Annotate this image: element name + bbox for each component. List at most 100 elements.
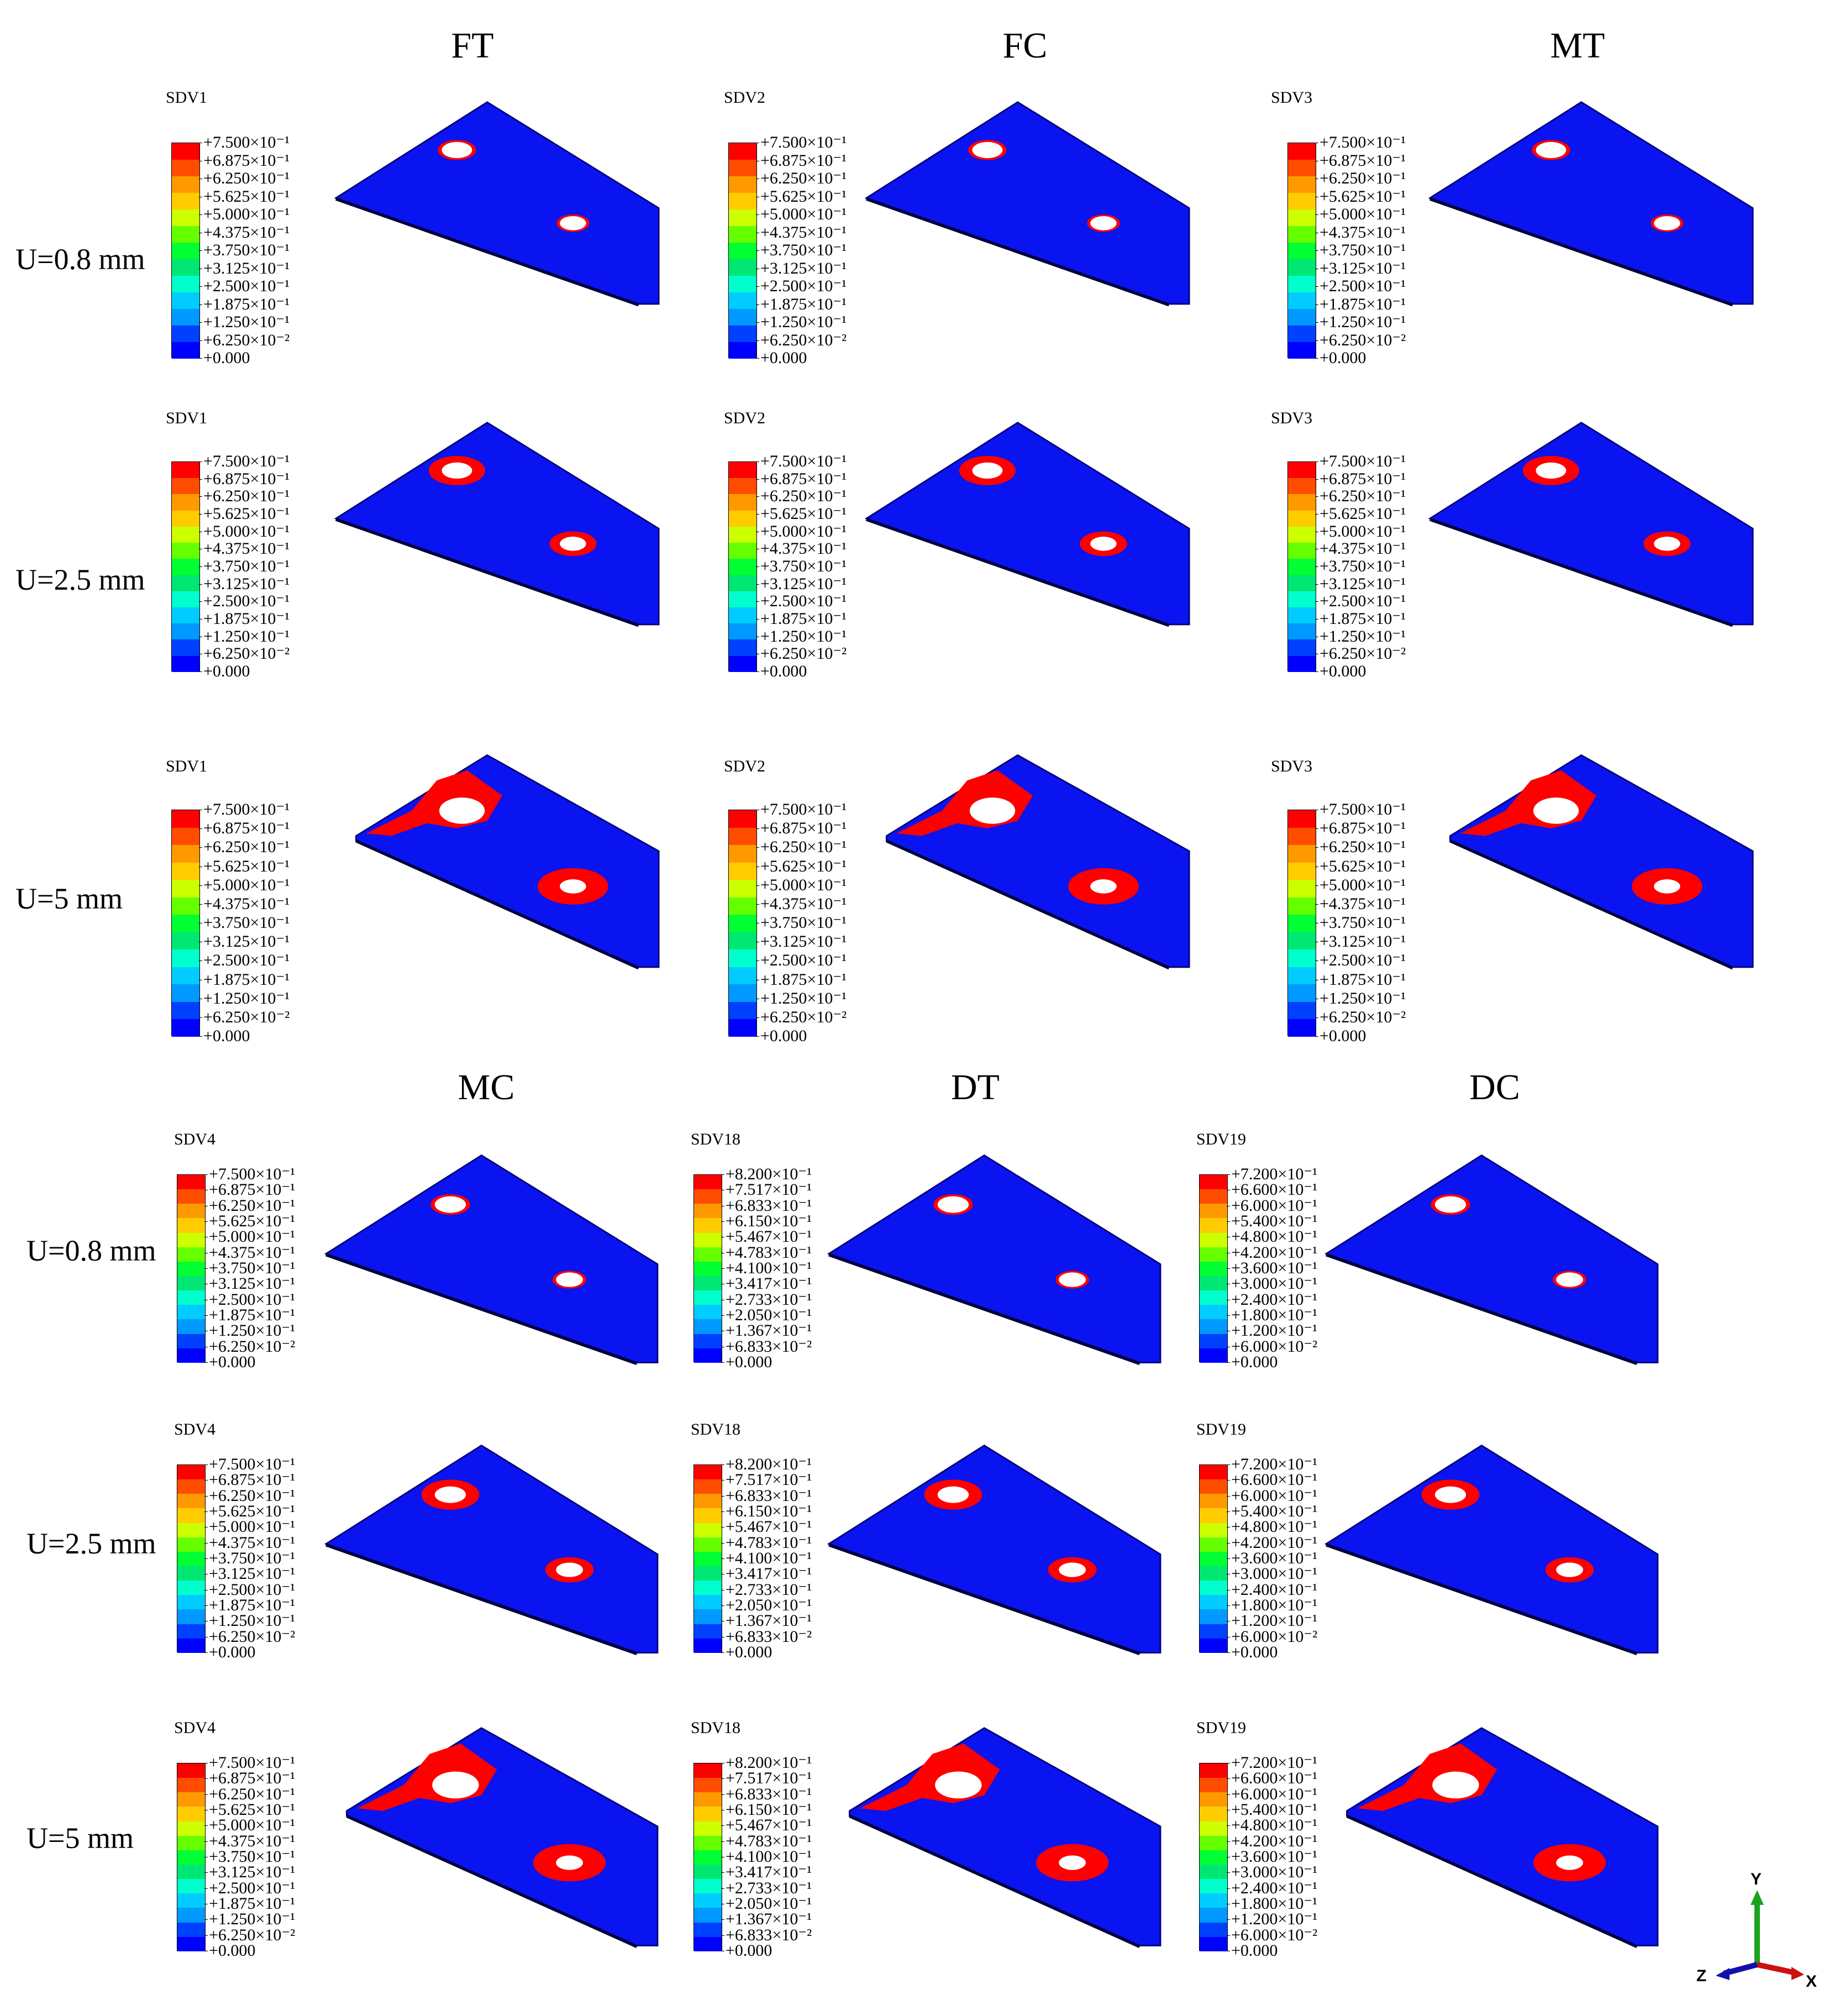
colorbar-swatch <box>1200 1290 1227 1305</box>
upper-hole <box>441 462 472 479</box>
colorbar-tick-label: +3.750×10⁻¹ <box>1315 241 1406 259</box>
row-label-u25-top: U=2.5 mm <box>15 563 145 596</box>
colorbar-swatch <box>172 984 199 1002</box>
colorbar-swatch <box>694 1204 722 1219</box>
colorbar-tick-label: +1.250×10⁻¹ <box>204 1910 296 1929</box>
colorbar-swatch <box>1288 526 1316 543</box>
upper-hole <box>434 1486 466 1503</box>
upper-hole <box>970 797 1016 824</box>
colorbar-swatch <box>1288 543 1316 559</box>
colorbar-swatch <box>694 1275 722 1291</box>
colorbar-tick-label: +3.417×10⁻¹ <box>721 1565 812 1583</box>
z-axis-arrowhead <box>1716 1968 1730 1980</box>
colorbar-tick-label: +6.250×10⁻² <box>198 1007 290 1026</box>
plate-edge <box>1429 518 1733 627</box>
plate-surface <box>864 101 1190 305</box>
colorbar-swatch <box>172 526 199 543</box>
colorbar <box>693 1464 722 1653</box>
colorbar-swatch <box>729 276 756 292</box>
colorbar-tick-label: +4.783×10⁻¹ <box>721 1533 812 1552</box>
colorbar-tick-label: +6.000×10⁻¹ <box>1226 1486 1318 1505</box>
colorbar-swatch <box>729 1001 756 1020</box>
colorbar-tick-label: +6.875×10⁻¹ <box>204 1180 296 1199</box>
colorbar-swatch <box>177 1275 205 1291</box>
colorbar-tick-label: +3.125×10⁻¹ <box>755 574 847 593</box>
lower-hole <box>1059 1272 1086 1287</box>
colorbar-swatch <box>1200 1479 1227 1494</box>
colorbar-swatch <box>177 1922 205 1937</box>
colorbar-swatch <box>1200 1850 1227 1865</box>
colorbar-tick-label: +3.125×10⁻¹ <box>204 1565 296 1583</box>
colorbar <box>1199 1464 1228 1653</box>
colorbar-swatch <box>1200 1638 1227 1653</box>
colorbar-swatch <box>694 1908 722 1923</box>
colorbar-tick-label: +6.875×10⁻¹ <box>198 819 290 838</box>
colorbar-swatch <box>177 1624 205 1639</box>
colorbar-swatch <box>172 193 199 209</box>
colorbar-swatch <box>694 1792 722 1807</box>
colorbar-tick-label: +3.750×10⁻¹ <box>755 241 847 259</box>
colorbar-swatch <box>172 478 199 495</box>
plate-contour <box>355 754 660 970</box>
plate-contour <box>1324 1444 1659 1656</box>
plate-contour <box>827 1154 1161 1366</box>
colorbar-swatch <box>1288 623 1316 640</box>
colorbar-tick-label: +3.417×10⁻¹ <box>721 1863 812 1882</box>
colorbar-tick-label: +4.200×10⁻¹ <box>1226 1831 1318 1850</box>
colorbar-swatch <box>1288 845 1316 863</box>
colorbar-swatch <box>729 810 756 828</box>
colorbar-swatch <box>694 1494 722 1509</box>
colorbar-tick-label: +1.200×10⁻¹ <box>1226 1321 1318 1340</box>
colorbar-swatch <box>694 1247 722 1262</box>
variable-label: SDV3 <box>1271 757 1313 775</box>
colorbar-tick-label: +5.625×10⁻¹ <box>755 505 847 523</box>
colorbar-tick-label: +1.200×10⁻¹ <box>1226 1910 1318 1929</box>
colorbar-swatch <box>1288 880 1316 897</box>
colorbar-tick-label: +6.150×10⁻¹ <box>721 1800 812 1819</box>
colorbar-swatch <box>177 1494 205 1509</box>
colorbar-tick-label: +6.250×10⁻² <box>204 1337 296 1356</box>
lower-hole <box>556 1855 583 1870</box>
plate-contour <box>864 101 1190 307</box>
colorbar-swatch <box>694 1305 722 1320</box>
colorbar <box>1287 461 1316 672</box>
row-label-u5-bottom: U=5 mm <box>27 1821 134 1855</box>
colorbar-swatch <box>172 655 199 672</box>
colorbar-tick-label: +7.200×10⁻¹ <box>1226 1165 1318 1183</box>
colorbar-swatch <box>172 862 199 880</box>
colorbar-swatch <box>1200 1537 1227 1552</box>
colorbar-tick-label: +1.200×10⁻¹ <box>1226 1611 1318 1630</box>
colorbar-swatch <box>1200 1275 1227 1291</box>
colorbar-tick-label: +7.517×10⁻¹ <box>721 1180 812 1199</box>
variable-label: SDV18 <box>691 1719 741 1737</box>
colorbar-tick-label: +4.200×10⁻¹ <box>1226 1533 1318 1552</box>
plate-edge <box>335 197 639 307</box>
colorbar-swatch <box>729 880 756 897</box>
colorbar-tick-label: +5.625×10⁻¹ <box>198 187 290 206</box>
colorbar <box>171 810 200 1037</box>
colorbar-tick-label: +5.625×10⁻¹ <box>198 857 290 875</box>
colorbar-swatch <box>1200 1175 1227 1190</box>
colorbar-swatch <box>729 655 756 672</box>
colorbar-swatch <box>729 623 756 640</box>
colorbar-swatch <box>694 1936 722 1951</box>
colorbar-swatch <box>694 1508 722 1523</box>
colorbar <box>171 143 200 359</box>
colorbar-swatch <box>1288 209 1316 226</box>
colorbar-tick-label: +0.000 <box>755 349 807 367</box>
upper-hole <box>441 141 472 159</box>
colorbar-swatch <box>1288 226 1316 243</box>
plate-edge <box>355 839 639 970</box>
colorbar-tick-label: +3.750×10⁻¹ <box>204 1259 296 1277</box>
colorbar-tick-label: +2.500×10⁻¹ <box>198 951 290 970</box>
axis-triad: Y Z X <box>1696 1871 1817 1991</box>
colorbar-swatch <box>729 462 756 479</box>
colorbar-swatch <box>1288 193 1316 209</box>
colorbar-swatch <box>172 309 199 326</box>
colorbar-tick-label: +6.000×10⁻¹ <box>1226 1196 1318 1215</box>
plate-contour <box>324 1444 659 1656</box>
colorbar-swatch <box>1288 967 1316 985</box>
lower-hole <box>560 879 586 894</box>
colorbar-swatch <box>694 1232 722 1247</box>
colorbar-tick-label: +8.200×10⁻¹ <box>721 1754 812 1772</box>
